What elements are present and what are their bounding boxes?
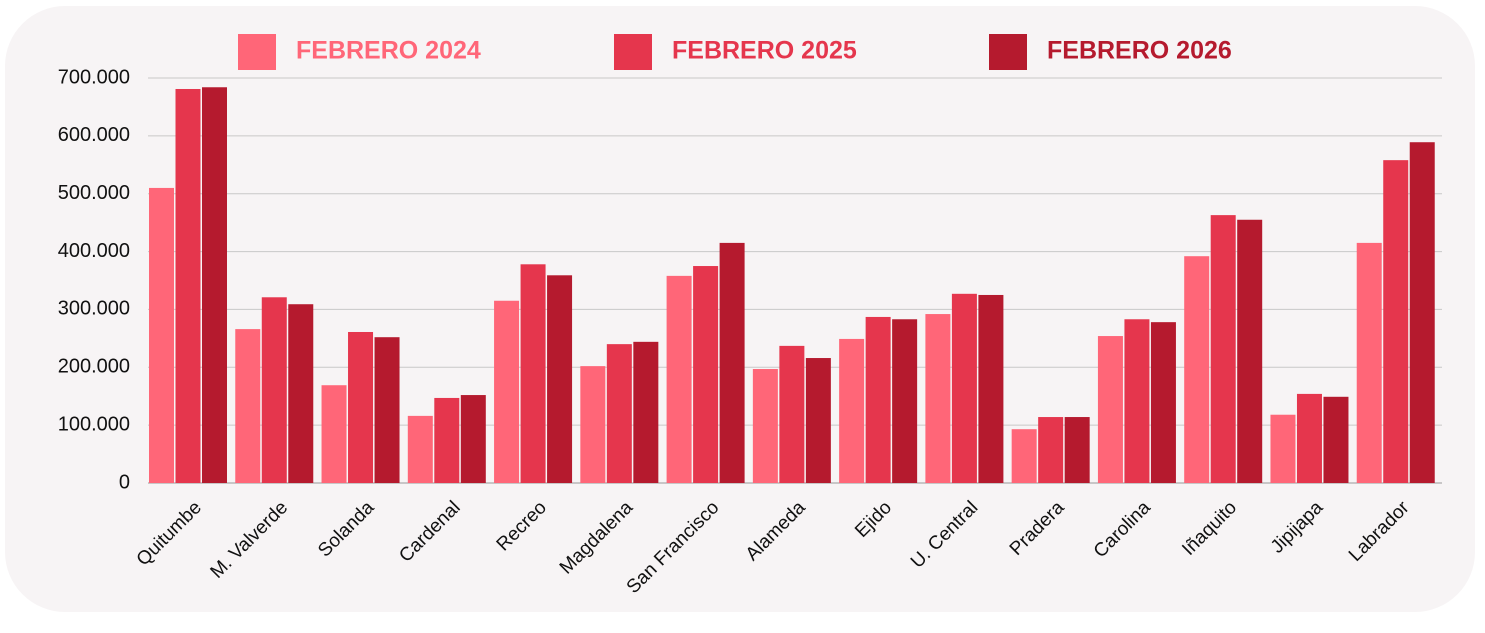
bar — [951, 293, 977, 483]
bar — [865, 316, 891, 483]
y-tick-label: 500.000 — [58, 182, 130, 204]
bar — [1124, 319, 1150, 483]
bar — [1356, 242, 1382, 483]
bar — [149, 187, 174, 483]
legend-label: FEBRERO 2025 — [672, 37, 857, 65]
bar — [1409, 142, 1435, 483]
bar — [1237, 219, 1263, 483]
bar — [978, 294, 1004, 483]
bar — [374, 337, 400, 483]
bar — [1038, 417, 1064, 483]
bar — [925, 314, 951, 483]
bar — [606, 344, 632, 483]
y-tick-label: 700.000 — [58, 66, 130, 88]
y-tick-label: 0 — [119, 471, 130, 493]
bar — [460, 395, 486, 483]
bar — [520, 264, 546, 483]
bar — [348, 331, 374, 483]
bar — [580, 366, 606, 483]
bar — [1210, 215, 1236, 483]
bar — [1383, 160, 1409, 483]
bar — [1184, 256, 1210, 483]
y-tick-label: 200.000 — [58, 356, 130, 378]
bar — [202, 87, 227, 483]
y-tick-label: 400.000 — [58, 240, 130, 262]
bar — [261, 297, 287, 483]
bar — [407, 415, 433, 483]
bar — [434, 397, 460, 483]
bar — [1296, 393, 1322, 483]
bar — [719, 242, 745, 483]
legend-swatch — [614, 34, 652, 70]
legend-label: FEBRERO 2024 — [296, 37, 481, 65]
legend-swatch — [238, 34, 276, 70]
bar — [235, 329, 261, 483]
bar — [175, 88, 201, 483]
legend-label: FEBRERO 2026 — [1047, 37, 1232, 65]
bar — [547, 275, 573, 483]
bar — [288, 304, 314, 483]
bar — [321, 385, 347, 483]
bar — [839, 338, 865, 483]
bar — [633, 341, 659, 483]
y-tick-label: 300.000 — [58, 298, 130, 320]
bar — [1323, 396, 1349, 483]
bar — [666, 275, 692, 483]
bar — [494, 300, 520, 483]
bar — [805, 358, 831, 483]
bar — [1150, 322, 1176, 483]
bar — [693, 266, 719, 483]
bar — [779, 345, 805, 483]
y-tick-label: 600.000 — [58, 124, 130, 146]
bar — [1270, 414, 1296, 483]
y-tick-label: 100.000 — [58, 413, 130, 435]
bar — [1064, 417, 1090, 483]
bar — [1097, 336, 1123, 483]
legend-swatch — [989, 34, 1027, 70]
bar — [1011, 429, 1037, 483]
bar — [752, 369, 778, 483]
bar — [892, 319, 918, 483]
